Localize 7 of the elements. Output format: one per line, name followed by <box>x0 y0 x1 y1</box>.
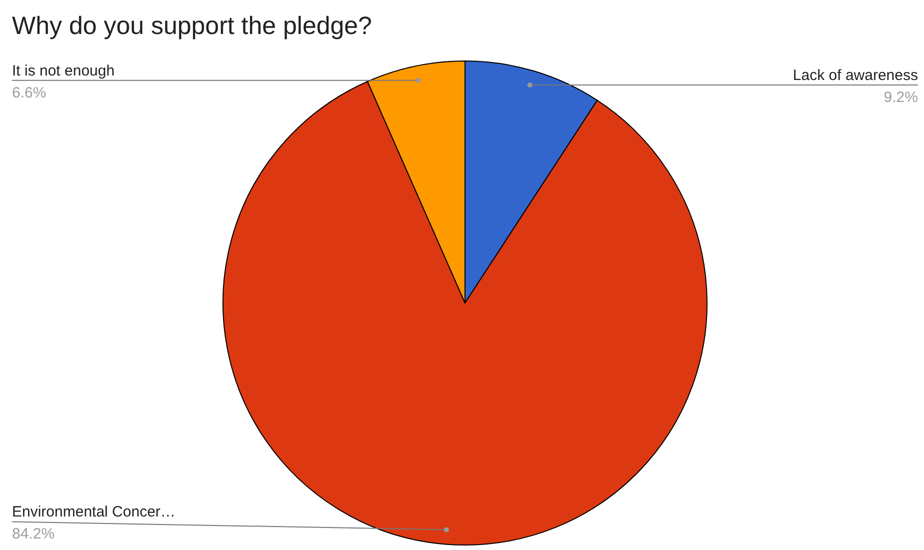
slice-label: It is not enough <box>12 62 115 80</box>
data-label: 84.2% <box>12 526 55 543</box>
data-label: 6.6% <box>12 84 46 102</box>
slice-label: Lack of awareness <box>792 66 918 84</box>
data-label: 9.2% <box>884 88 918 106</box>
slice-label: Environmental Concer… <box>12 504 176 521</box>
chart-title: Why do you support the pledge? <box>12 12 372 40</box>
